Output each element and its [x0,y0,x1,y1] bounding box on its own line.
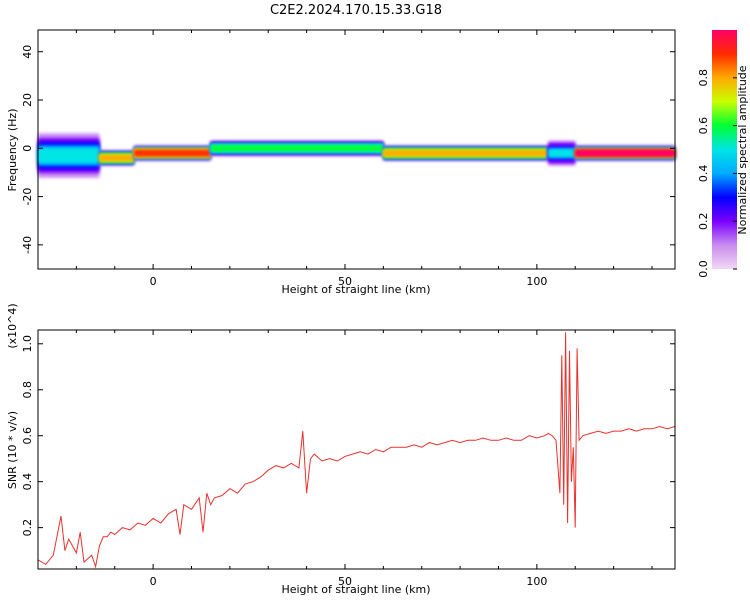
x-tick-label: 50 [338,275,352,288]
y-tick-label: -40 [21,236,34,254]
snr-frame [37,329,676,570]
colorbar-tick-label: 0.2 [697,212,710,230]
snr-panel: 0 50 100 0.2 0.4 0.6 0.8 1.0 Height of straigh… [6,303,676,596]
y-tick-label: 0.2 [21,519,34,537]
y-tick-label: -20 [21,188,34,206]
ridge-band [575,149,675,157]
colorbar-gradient [712,30,737,269]
snr-x-ticks: 0 50 100 [37,330,653,588]
spectrogram-panel: 0 50 100 -40 -20 0 20 40 Height of straight li… [6,29,676,296]
y-tick-label: 0.8 [21,381,34,399]
x-tick-label: 50 [338,575,352,588]
y-tick-label: 40 [21,45,34,59]
ridge-band [133,149,211,157]
snr-y-label: SNR (10 * v/v) [6,411,19,489]
y-tick-label: 1.0 [21,335,34,353]
colorbar-ticks: 0.0 0.2 0.4 0.6 0.8 [697,69,737,278]
chart-title: C2E2.2024.170.15.33.G18 [270,3,442,18]
y-tick-label: 0 [21,145,34,152]
x-tick-label: 0 [150,575,157,588]
colorbar: 0.0 0.2 0.4 0.6 0.8 Normalized spectral ampl… [697,30,749,278]
y-tick-label: 0.6 [21,427,34,445]
spectrogram-y-label: Frequency (Hz) [6,109,19,192]
x-tick-label: 100 [526,575,547,588]
ridge-band [210,144,384,152]
spectrogram-x-ticks: 0 50 100 [37,30,653,288]
colorbar-tick-label: 0.8 [697,69,710,87]
colorbar-tick-label: 0.6 [697,117,710,135]
x-tick-label: 100 [526,275,547,288]
ridge-band [383,149,549,157]
snr-y-multiplier: (x10^4) [6,303,19,348]
snr-x-label: Height of straight line (km) [281,583,430,596]
ridge-band [548,149,576,157]
ridge-band [38,150,100,161]
colorbar-tick-label: 0.0 [697,260,710,278]
y-tick-label: 20 [21,93,34,107]
spectrogram-x-label: Height of straight line (km) [281,283,430,296]
spectrogram-frame [37,29,676,270]
snr-y-ticks: 0.2 0.4 0.6 0.8 1.0 [21,335,675,536]
x-tick-label: 0 [150,275,157,288]
snr-series-line [37,332,676,569]
y-tick-label: 0.4 [21,473,34,491]
snr-background [38,330,675,569]
colorbar-tick-label: 0.4 [697,165,710,183]
spectral-ridge [38,133,675,178]
ridge-band [99,154,134,162]
colorbar-label: Normalized spectral amplitude [736,65,749,234]
spectrogram-y-ticks: -40 -20 0 20 40 [21,45,675,254]
